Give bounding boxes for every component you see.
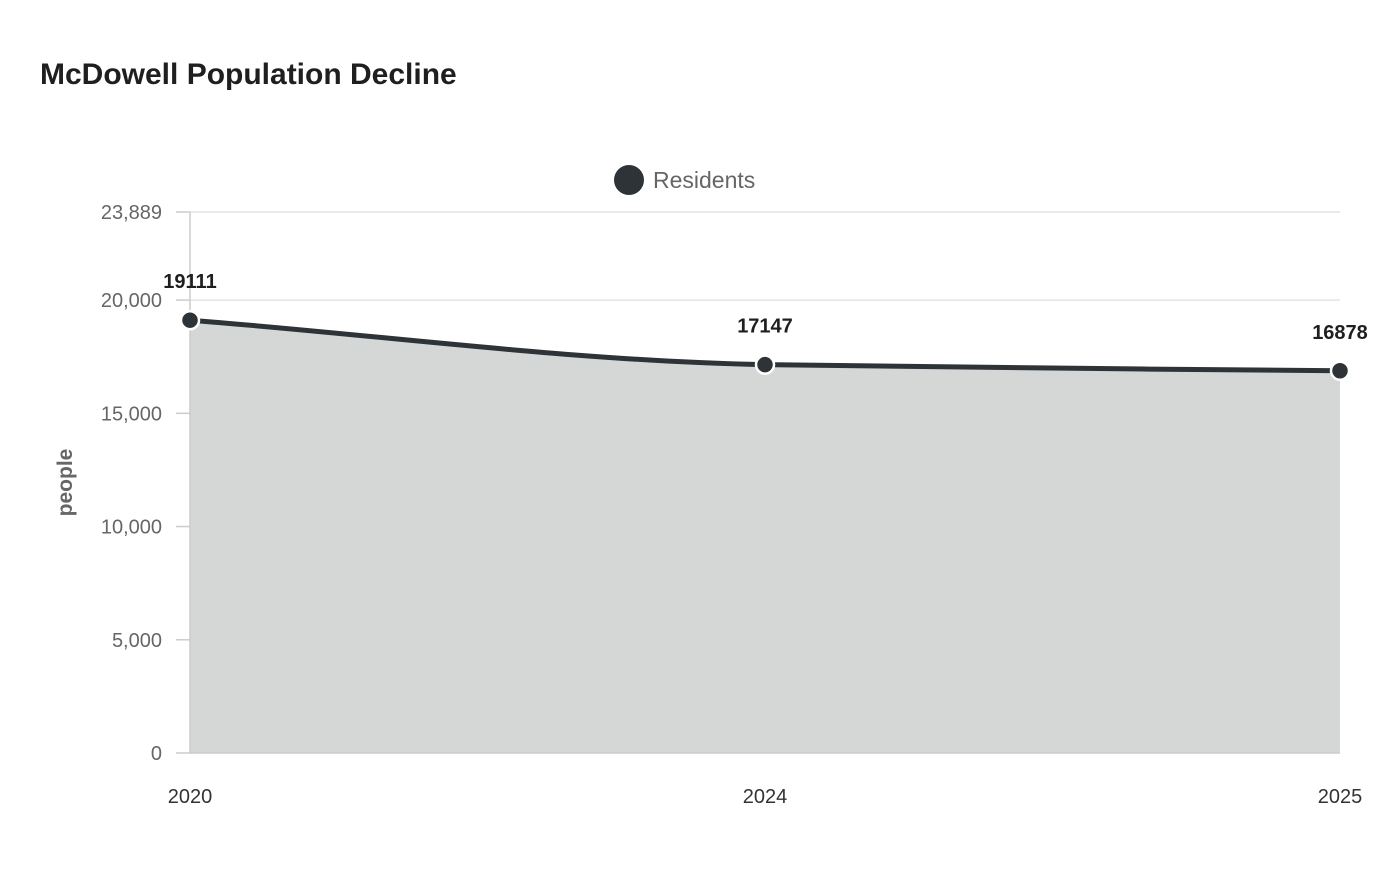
legend-label[interactable]: Residents (653, 167, 755, 193)
data-point[interactable] (754, 354, 776, 375)
legend[interactable]: Residents (614, 165, 755, 195)
y-tick-label: 15,000 (101, 403, 162, 425)
data-label: 19111 (163, 271, 216, 293)
data-label: 17147 (737, 316, 793, 338)
x-tick-label: 2024 (743, 786, 788, 808)
y-tick-label: 5,000 (112, 630, 162, 652)
y-tick-label: 10,000 (101, 517, 162, 539)
x-tick-label: 2020 (168, 786, 213, 808)
y-tick-label: 23,889 (101, 202, 162, 224)
data-label: 16878 (1312, 322, 1368, 344)
y-tick-label: 0 (151, 743, 162, 765)
y-axis-label: people (54, 449, 77, 517)
points-layer (179, 309, 1351, 382)
legend-marker[interactable] (614, 165, 644, 195)
data-point[interactable] (1329, 360, 1351, 382)
data-point[interactable] (179, 309, 201, 331)
chart-title: McDowell Population Decline (40, 58, 457, 91)
series-area-0 (190, 320, 1340, 753)
data-labels: 19111 17147 16878 (163, 271, 1368, 344)
y-tick-label: 20,000 (101, 290, 162, 312)
axes: 0 5,000 10,000 15,000 20,000 23,889 2020 2024 20… (54, 202, 1362, 808)
x-tick-label: 2025 (1318, 786, 1363, 808)
area-layer (190, 320, 1340, 753)
